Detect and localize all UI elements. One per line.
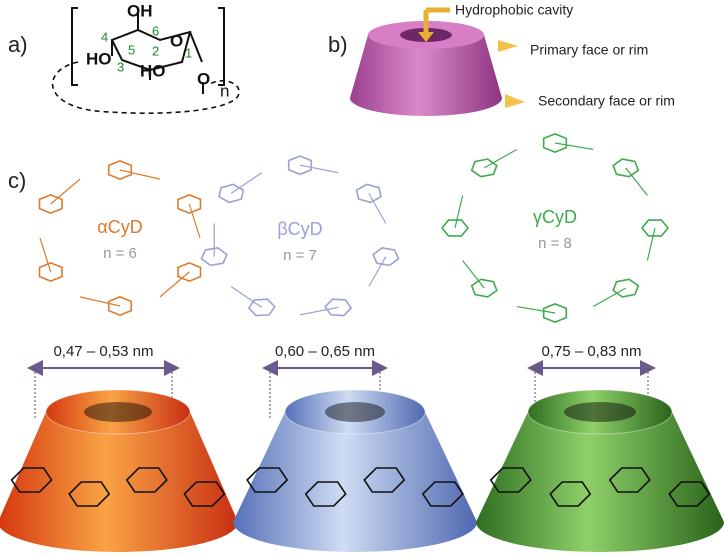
sugar-ring bbox=[668, 481, 711, 507]
sugar-ring bbox=[489, 467, 532, 493]
glycosidic-bond bbox=[483, 148, 518, 169]
glycosidic-bond bbox=[119, 169, 161, 180]
cone-top bbox=[527, 389, 673, 435]
glycosidic-bond bbox=[592, 287, 627, 308]
glycosidic-bond bbox=[462, 260, 485, 289]
diameter-label: 0,75 – 0,83 nm bbox=[541, 343, 641, 360]
glycosidic-bond bbox=[188, 203, 201, 239]
glycosidic-bond bbox=[50, 178, 81, 205]
glucose-ring bbox=[542, 303, 568, 323]
glycosidic-bond bbox=[646, 227, 656, 261]
cyd-name: γCyD bbox=[533, 207, 577, 227]
sugar-ring bbox=[549, 481, 592, 507]
cyd-name: αCyD bbox=[97, 217, 142, 237]
atom-label: HO bbox=[140, 61, 166, 80]
atom-label: HO bbox=[86, 49, 112, 68]
glucose-ring bbox=[470, 158, 498, 178]
glycosidic-bond bbox=[516, 305, 556, 314]
carbon-number: 4 bbox=[101, 29, 108, 44]
diameter-label: 0,47 – 0,53 nm bbox=[53, 343, 153, 360]
cone-top bbox=[45, 389, 191, 435]
glucose-ring bbox=[542, 133, 568, 153]
ring-size: n = 6 bbox=[103, 245, 137, 262]
cone-top bbox=[284, 389, 426, 435]
annotation: Hydrophobic cavity bbox=[455, 2, 573, 18]
glycosidic-bond bbox=[79, 296, 121, 307]
ring-size: n = 7 bbox=[283, 247, 317, 264]
sugar-ring bbox=[125, 467, 168, 493]
glucose-ring bbox=[247, 298, 276, 317]
glucose-ring bbox=[324, 298, 353, 317]
glucose-ring bbox=[177, 262, 202, 282]
glycosidic-bond bbox=[454, 195, 464, 229]
annotation: Primary face or rim bbox=[530, 42, 648, 58]
glycosidic-bond bbox=[230, 172, 263, 194]
annotation: Secondary face or rim bbox=[538, 93, 675, 109]
glucose-ring bbox=[287, 155, 313, 176]
glucose-ring bbox=[38, 262, 63, 282]
glucose-ring bbox=[612, 278, 640, 298]
glycosidic-bond bbox=[625, 167, 648, 196]
glucose-ring bbox=[218, 183, 245, 204]
glucose-ring bbox=[177, 194, 202, 214]
cone-diagram bbox=[350, 7, 525, 116]
repeat-index: n bbox=[220, 81, 229, 100]
glucose-ring bbox=[355, 183, 382, 204]
diameter-label: 0,60 – 0,65 nm bbox=[275, 343, 375, 360]
sugar-ring bbox=[246, 467, 289, 493]
cone-body bbox=[476, 390, 724, 552]
carbon-number: 6 bbox=[152, 23, 159, 38]
glycosidic-bond bbox=[554, 142, 594, 151]
cavity bbox=[325, 402, 385, 422]
glucose-ring bbox=[470, 278, 498, 298]
sugar-ring bbox=[68, 481, 111, 507]
cyd-name: βCyD bbox=[277, 219, 322, 239]
carbon-number: 1 bbox=[185, 45, 192, 60]
glycosidic-bond bbox=[39, 237, 52, 273]
atom-label: O bbox=[197, 69, 210, 88]
ring-size: n = 8 bbox=[538, 235, 572, 252]
glucose-ring bbox=[107, 160, 133, 180]
carbon-number: 3 bbox=[117, 59, 124, 74]
glucose-ring bbox=[107, 296, 133, 316]
glucose-ring bbox=[372, 247, 400, 267]
glucose-ring bbox=[612, 158, 640, 178]
sugar-ring bbox=[421, 481, 464, 507]
glycosidic-bond bbox=[368, 193, 387, 224]
sugar-ring bbox=[608, 467, 651, 493]
sugar-ring bbox=[183, 481, 226, 507]
glucose-ring bbox=[38, 194, 63, 214]
glycosidic-bond bbox=[230, 286, 263, 308]
carbon-number: 2 bbox=[152, 43, 159, 58]
carbon-number: 5 bbox=[128, 42, 135, 57]
glycosidic-bond bbox=[299, 306, 339, 316]
sugar-ring bbox=[363, 467, 406, 493]
glycosidic-bond bbox=[159, 271, 190, 298]
glucose-ring bbox=[200, 247, 228, 267]
glycosidic-bond bbox=[368, 256, 387, 287]
cone-body bbox=[233, 390, 477, 552]
panel-label: a) bbox=[8, 32, 28, 57]
cone-body bbox=[0, 390, 238, 552]
sugar-ring bbox=[304, 481, 347, 507]
atom-label: O bbox=[170, 31, 183, 50]
glucose-ring bbox=[640, 219, 670, 237]
glycosidic-bond bbox=[299, 164, 339, 174]
panel-label: c) bbox=[8, 168, 26, 193]
sugar-ring bbox=[10, 467, 53, 493]
cavity bbox=[84, 402, 152, 422]
atom-label: OH bbox=[127, 1, 153, 20]
glucose-ring bbox=[440, 219, 470, 237]
glucose-unit bbox=[52, 7, 240, 114]
panel-label: b) bbox=[328, 32, 348, 57]
cavity bbox=[564, 402, 636, 422]
